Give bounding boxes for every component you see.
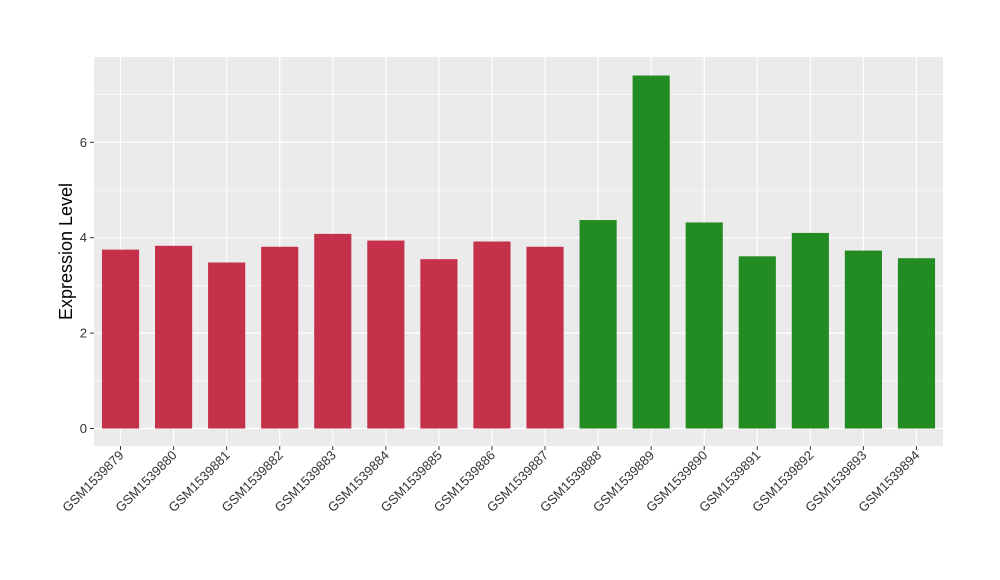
y-axis: 0 2 4 6 — [80, 135, 94, 436]
y-axis-title: Expression Level — [56, 183, 76, 320]
bar-GSM1539879 — [101, 249, 140, 429]
y-tick-label: 0 — [80, 421, 87, 436]
bar-GSM1539887 — [526, 246, 564, 429]
bar-GSM1539893 — [844, 250, 882, 429]
bar-GSM1539892 — [791, 232, 829, 429]
bars — [101, 75, 936, 429]
y-tick-label: 4 — [80, 230, 87, 245]
y-tick-label: 6 — [80, 135, 87, 150]
bar-GSM1539891 — [738, 256, 776, 429]
bar-GSM1539885 — [420, 259, 458, 429]
bar-GSM1539882 — [261, 246, 299, 429]
bar-GSM1539886 — [473, 241, 511, 429]
bar-GSM1539880 — [155, 245, 193, 429]
x-axis: GSM1539879GSM1539880GSM1539881GSM1539882… — [59, 446, 923, 515]
bar-GSM1539894 — [897, 258, 936, 429]
bar-GSM1539890 — [685, 222, 723, 429]
bar-GSM1539888 — [579, 220, 617, 429]
bar-GSM1539889 — [632, 75, 670, 429]
bar-GSM1539881 — [208, 262, 246, 429]
bar-GSM1539883 — [314, 233, 352, 429]
y-tick-label: 2 — [80, 326, 87, 341]
bar-GSM1539884 — [367, 240, 405, 429]
